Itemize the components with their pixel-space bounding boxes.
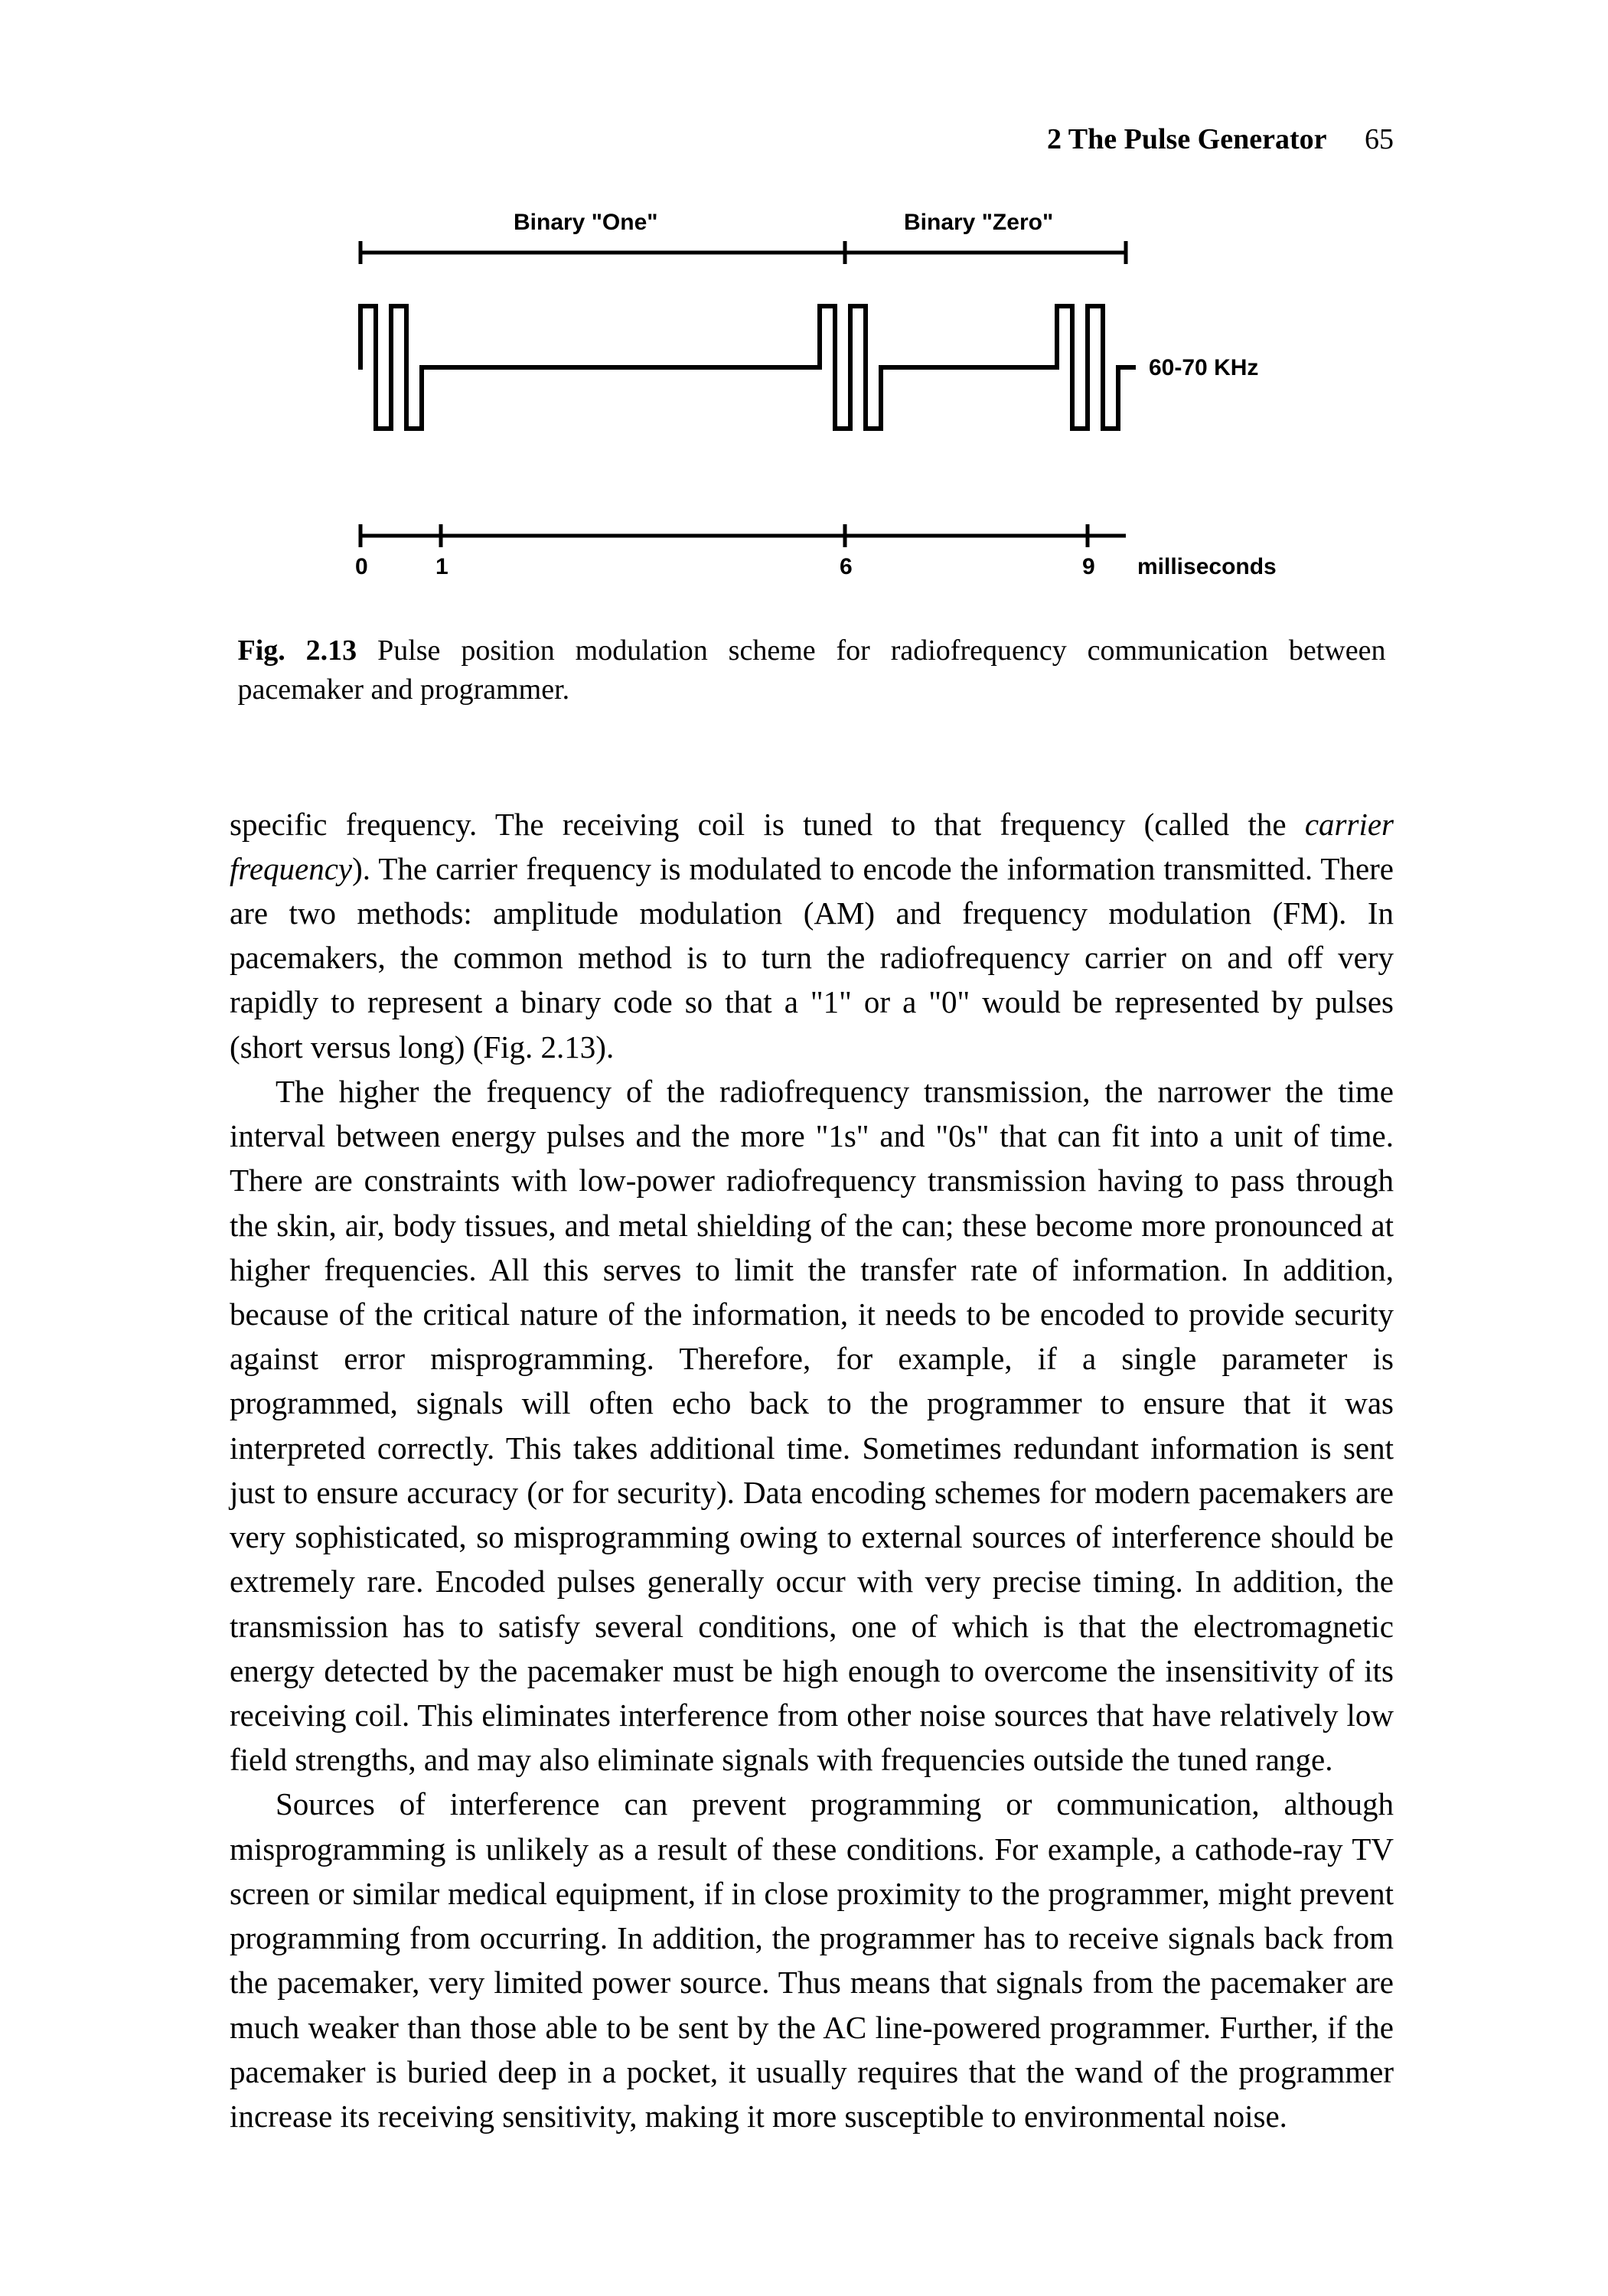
p1-part-a: specific frequency. The receiving coil i… <box>230 807 1305 842</box>
running-header: 2 The Pulse Generator 65 <box>1047 122 1394 156</box>
tick-1: 1 <box>435 554 448 579</box>
body-text: specific frequency. The receiving coil i… <box>230 802 1394 2139</box>
figure-caption: Fig. 2.13 Pulse position modulation sche… <box>238 631 1386 710</box>
figure-number: Fig. 2.13 <box>238 634 357 667</box>
tick-6: 6 <box>840 554 853 579</box>
section-label: 2 The Pulse Generator <box>1047 123 1327 155</box>
figure-2-13: Binary "One" Binary "Zero" 60-70 KHz <box>238 207 1386 710</box>
label-binary-zero: Binary "Zero" <box>904 210 1053 235</box>
paragraph-3: Sources of interference can prevent prog… <box>230 1782 1394 2138</box>
figure-caption-text: Pulse position modulation scheme for rad… <box>238 634 1386 706</box>
label-binary-one: Binary "One" <box>514 210 658 235</box>
label-frequency: 60-70 KHz <box>1149 355 1258 380</box>
pulse-diagram: Binary "One" Binary "Zero" 60-70 KHz <box>315 207 1310 605</box>
paragraph-2: The higher the frequency of the radiofre… <box>230 1069 1394 1782</box>
tick-0: 0 <box>355 554 368 579</box>
tick-9: 9 <box>1082 554 1095 579</box>
p1-part-b: ). The carrier frequency is modulated to… <box>230 851 1394 1065</box>
paragraph-1: specific frequency. The receiving coil i… <box>230 802 1394 1069</box>
page-number: 65 <box>1365 123 1394 155</box>
axis-unit: milliseconds <box>1137 554 1277 579</box>
